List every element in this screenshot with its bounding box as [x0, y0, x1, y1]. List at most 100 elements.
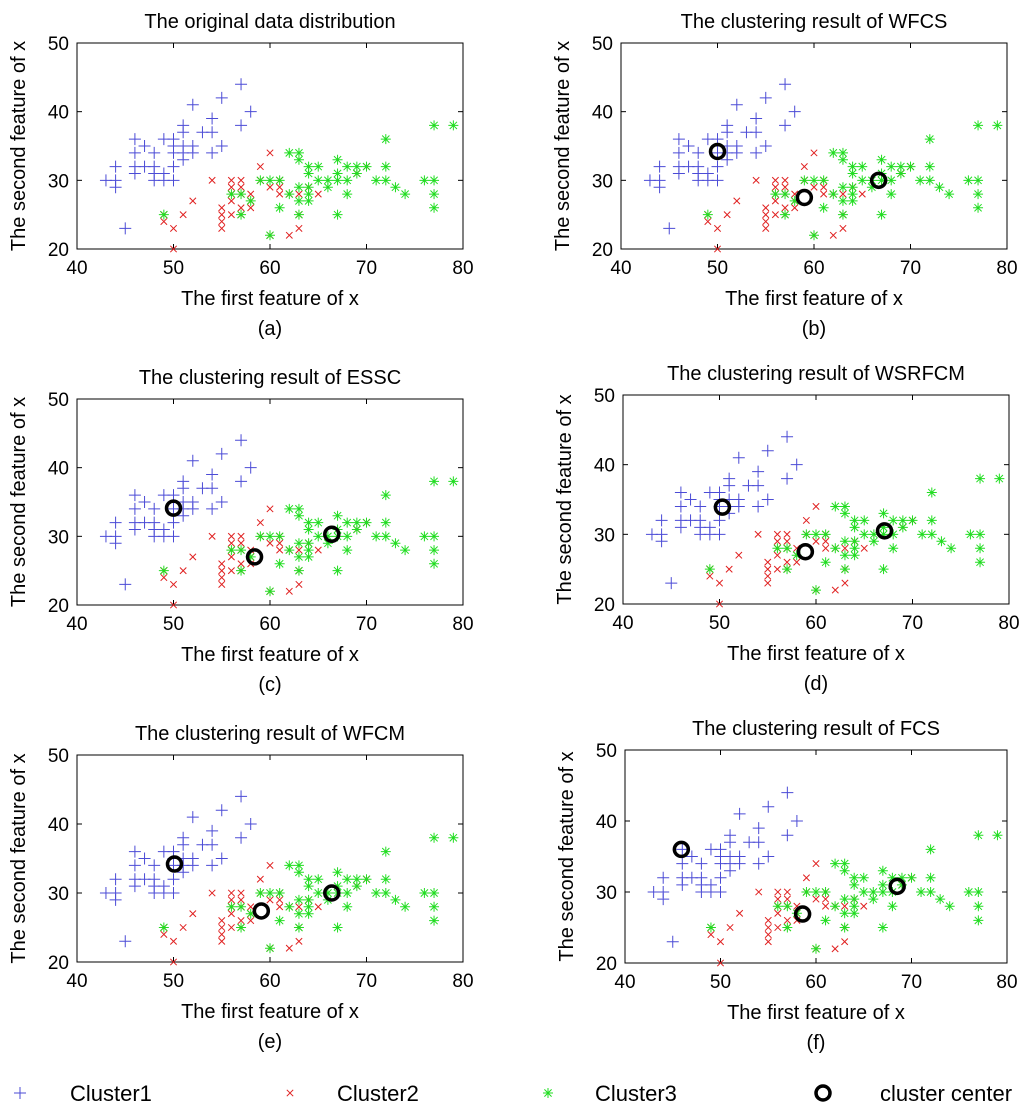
data-point [303, 894, 314, 905]
data-point [215, 91, 228, 104]
y-axis-label: The second feature of x [552, 41, 574, 251]
y-tick-label: 40 [594, 456, 615, 477]
series-cluster3 [705, 830, 1003, 954]
data-point [772, 901, 783, 912]
data-point [657, 871, 670, 884]
cluster-center-marker [245, 548, 264, 566]
x-tick-label: 50 [709, 613, 730, 634]
data-point [780, 189, 791, 200]
plot-area [620, 42, 1008, 250]
data-point [157, 523, 170, 536]
data-point [109, 893, 122, 906]
data-point [226, 189, 237, 200]
cluster-center-marker [793, 905, 812, 923]
data-point [332, 175, 343, 186]
data-point [322, 182, 333, 193]
y-tick-label: 20 [48, 596, 69, 617]
data-point [847, 182, 858, 193]
cluster-centers [165, 855, 341, 920]
legend-marker [286, 1089, 294, 1097]
data-point [857, 161, 868, 172]
data-point [245, 551, 256, 562]
data-point [783, 558, 791, 566]
data-point [227, 211, 235, 219]
legend-entry-cluster1: Cluster1 [14, 1081, 152, 1106]
data-point [293, 195, 304, 206]
data-point [849, 901, 860, 912]
data-point [158, 922, 169, 933]
data-point [295, 580, 303, 588]
data-point [822, 537, 830, 545]
data-point [284, 545, 295, 556]
data-point [963, 887, 974, 897]
data-point [676, 843, 689, 856]
data-point [293, 147, 304, 158]
x-tick-label: 60 [803, 258, 824, 279]
data-point [390, 538, 401, 549]
data-point [764, 579, 772, 587]
data-point [830, 501, 841, 512]
data-point [791, 550, 802, 561]
x-tick-label: 50 [163, 971, 184, 992]
data-point [235, 831, 248, 844]
data-point [189, 553, 197, 561]
data-point [138, 140, 151, 152]
data-point [167, 174, 180, 187]
data-point [704, 878, 717, 891]
data-point [653, 160, 666, 173]
data-point [761, 444, 774, 457]
data-point [830, 858, 841, 869]
data-point [284, 860, 295, 871]
data-point [935, 894, 946, 905]
data-point [186, 454, 199, 467]
data-point [236, 545, 247, 556]
data-point [783, 895, 791, 903]
data-point [828, 147, 839, 158]
data-point [109, 873, 122, 886]
data-point [218, 567, 226, 575]
series-cluster3 [158, 120, 459, 241]
data-point [206, 146, 219, 159]
data-point [400, 545, 411, 556]
data-point [189, 910, 197, 918]
data-point [303, 551, 314, 562]
data-point [400, 901, 411, 912]
data-point [284, 503, 295, 514]
y-axis-label: The second feature of x [8, 753, 30, 963]
data-point [868, 536, 879, 547]
data-point [783, 888, 791, 896]
data-point [860, 902, 868, 910]
y-tick-label: 40 [592, 103, 613, 124]
data-point [802, 516, 810, 524]
data-point [208, 889, 216, 897]
data-point [782, 922, 793, 933]
data-point [762, 217, 770, 226]
data-point [189, 197, 197, 205]
data-point [726, 923, 734, 932]
data-point [167, 489, 180, 502]
y-tick-label: 40 [48, 459, 69, 480]
data-point [802, 874, 811, 882]
data-point [218, 930, 226, 938]
data-point [877, 865, 888, 876]
plot-area [76, 754, 464, 963]
data-point [752, 465, 765, 478]
x-tick-label: 40 [614, 972, 635, 993]
data-point [342, 531, 353, 542]
data-point [303, 161, 314, 172]
data-point [371, 888, 382, 898]
data-point [752, 836, 765, 849]
x-tick-label: 80 [996, 258, 1017, 279]
data-point [924, 175, 935, 186]
data-point [849, 536, 860, 547]
cluster-center-marker [165, 855, 184, 873]
data-point [169, 580, 178, 588]
data-point [303, 524, 314, 535]
data-point [177, 482, 190, 495]
data-point [332, 510, 343, 521]
data-point [351, 524, 362, 535]
data-point [158, 209, 169, 220]
data-point [206, 502, 219, 515]
data-point [247, 204, 255, 212]
data-point [837, 147, 848, 158]
